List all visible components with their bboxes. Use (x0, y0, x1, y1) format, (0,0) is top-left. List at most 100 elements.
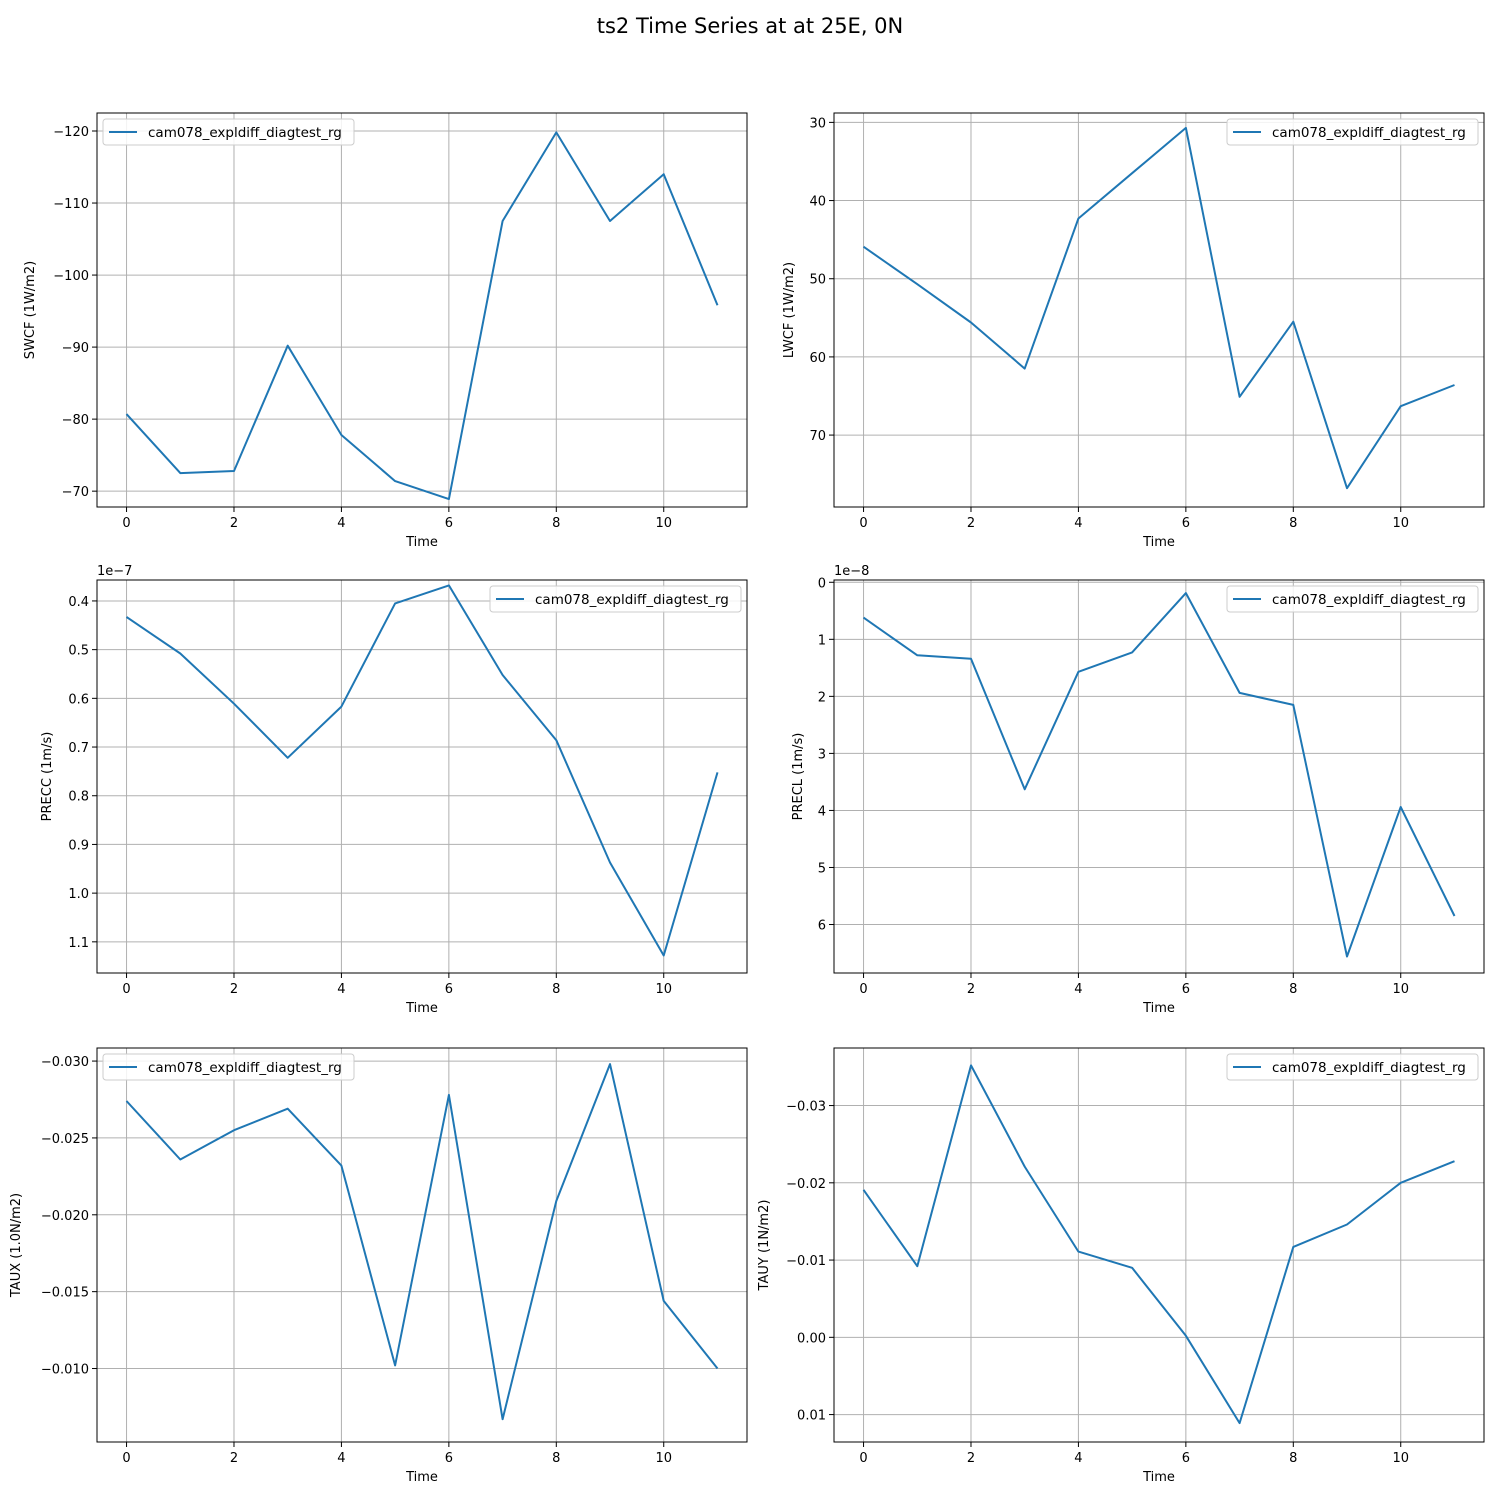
legend: cam078_expldiff_diagtest_rg (1226, 118, 1479, 146)
plot-frame (96, 579, 748, 974)
y-tick-label: 1.0 (68, 887, 89, 902)
y-tick-label: 0.00 (797, 1331, 826, 1346)
x-tick-label: 2 (230, 982, 238, 997)
x-tick-label: 4 (1074, 516, 1082, 531)
series-line (862, 126, 1455, 490)
x-tick-label: 4 (1074, 982, 1082, 997)
x-tick-label: 4 (337, 516, 345, 531)
x-tick-label: 8 (552, 982, 560, 997)
series-line (125, 1063, 719, 1421)
y-tick-label: 40 (809, 195, 826, 210)
legend: cam078_expldiff_diagtest_rg (1226, 1053, 1479, 1081)
y-tick-label: 0.9 (68, 838, 89, 853)
plot-frame (833, 579, 1485, 974)
y-tick-label: −100 (53, 269, 89, 284)
x-tick-label: 0 (859, 516, 867, 531)
legend-label: cam078_expldiff_diagtest_rg (148, 1060, 342, 1076)
y-tick-label: 0.4 (68, 595, 89, 610)
legend-label: cam078_expldiff_diagtest_rg (535, 592, 729, 608)
y-tick-label: −0.020 (41, 1209, 89, 1224)
y-tick-label: 0.8 (68, 790, 89, 805)
x-tick-label: 8 (1289, 1451, 1297, 1466)
x-tick-label: 10 (1392, 982, 1409, 997)
legend-box (102, 118, 355, 146)
y-tick-label: −120 (53, 125, 89, 140)
y-axis-label: PRECL (1m/s) (791, 733, 806, 821)
y-tick-label: −0.03 (786, 1100, 826, 1115)
y-tick-label: 2 (818, 690, 826, 705)
x-axis-label: Time (405, 1001, 438, 1016)
x-tick-label: 2 (230, 516, 238, 531)
x-tick-label: 6 (1182, 1451, 1190, 1466)
y-axis-label: TAUX (1.0N/m2) (9, 1193, 24, 1298)
x-tick-label: 2 (967, 516, 975, 531)
x-tick-label: 4 (1074, 1451, 1082, 1466)
y-tick-label: 1 (818, 633, 826, 648)
y-axis-label: PRECC (1m/s) (40, 732, 55, 822)
y-tick-label: 6 (818, 919, 826, 934)
subplot-4: 0 2 4 6 8 10 0 1 2 3 4 5 6 1e−8 Time PRECL (1m/s) cam078… (791, 564, 1485, 1016)
x-tick-label: 6 (445, 982, 453, 997)
x-axis-label: Time (405, 1470, 438, 1485)
x-tick-label: 10 (1392, 1451, 1409, 1466)
y-offset-text: 1e−7 (97, 564, 132, 579)
y-tick-label: 0.6 (68, 692, 89, 707)
series-line (862, 1064, 1455, 1425)
x-tick-label: 8 (1289, 516, 1297, 531)
x-tick-label: 6 (445, 516, 453, 531)
x-tick-label: 8 (1289, 982, 1297, 997)
y-tick-label: −110 (53, 197, 89, 212)
legend-box (1226, 585, 1479, 613)
series-line (125, 131, 719, 501)
y-tick-label: 30 (809, 116, 826, 131)
y-tick-label: −0.025 (41, 1132, 89, 1147)
plot-frame (833, 112, 1485, 508)
y-tick-label: 0.5 (68, 644, 89, 659)
subplot-6: 0 2 4 6 8 10 −0.03 −0.02 −0.01 0.00 0.01 Time TAUY (… (757, 1047, 1485, 1485)
x-tick-label: 0 (122, 516, 130, 531)
subplot-5: 0 2 4 6 8 10 −0.030 −0.025 −0.020 −0.015 −0.010 Tim… (9, 1047, 748, 1485)
y-tick-label: −0.01 (786, 1254, 826, 1269)
legend-label: cam078_expldiff_diagtest_rg (1272, 125, 1466, 141)
legend-box (1226, 1053, 1479, 1081)
y-tick-label: −80 (62, 413, 89, 428)
y-axis-label: TAUY (1N/m2) (757, 1200, 772, 1292)
x-tick-label: 8 (552, 516, 560, 531)
x-tick-label: 4 (337, 982, 345, 997)
legend: cam078_expldiff_diagtest_rg (1226, 585, 1479, 613)
y-offset-text: 1e−8 (834, 564, 869, 579)
y-tick-label: 4 (818, 804, 826, 819)
y-tick-label: 5 (818, 861, 826, 876)
y-tick-label: 0.7 (68, 741, 89, 756)
x-tick-label: 6 (1182, 516, 1190, 531)
x-tick-label: 2 (967, 982, 975, 997)
figure-title: ts2 Time Series at at 25E, 0N (596, 14, 904, 38)
series-line (862, 592, 1456, 958)
y-tick-label: 1.1 (68, 936, 89, 951)
legend: cam078_expldiff_diagtest_rg (102, 118, 355, 146)
x-tick-label: 10 (655, 516, 672, 531)
y-tick-label: −0.02 (786, 1177, 826, 1192)
x-tick-label: 0 (859, 1451, 867, 1466)
x-tick-label: 8 (552, 1451, 560, 1466)
y-tick-label: 0 (818, 576, 826, 591)
y-tick-label: −70 (62, 485, 89, 500)
series-line (125, 584, 719, 957)
plot-frame (96, 112, 748, 508)
x-tick-label: 10 (655, 982, 672, 997)
y-axis-label: LWCF (1W/m2) (782, 262, 797, 358)
subplot-1: 0 2 4 6 8 10 −120 −110 −100 −90 −80 −70 Time SWCF (1W… (23, 112, 748, 550)
subplot-3: 0 2 4 6 8 10 0.4 0.5 0.6 0.7 0.8 0.9 1.0 1.1 1e−7 Time P… (40, 564, 748, 1016)
legend: cam078_expldiff_diagtest_rg (102, 1053, 355, 1081)
x-axis-label: Time (1142, 1001, 1175, 1016)
x-tick-label: 0 (122, 1451, 130, 1466)
x-tick-label: 6 (1182, 982, 1190, 997)
y-tick-label: 50 (809, 273, 826, 288)
legend-label: cam078_expldiff_diagtest_rg (148, 125, 342, 141)
y-tick-label: 70 (809, 429, 826, 444)
x-tick-label: 0 (859, 982, 867, 997)
y-tick-label: −0.015 (41, 1286, 89, 1301)
x-tick-label: 10 (1392, 516, 1409, 531)
x-tick-label: 4 (337, 1451, 345, 1466)
